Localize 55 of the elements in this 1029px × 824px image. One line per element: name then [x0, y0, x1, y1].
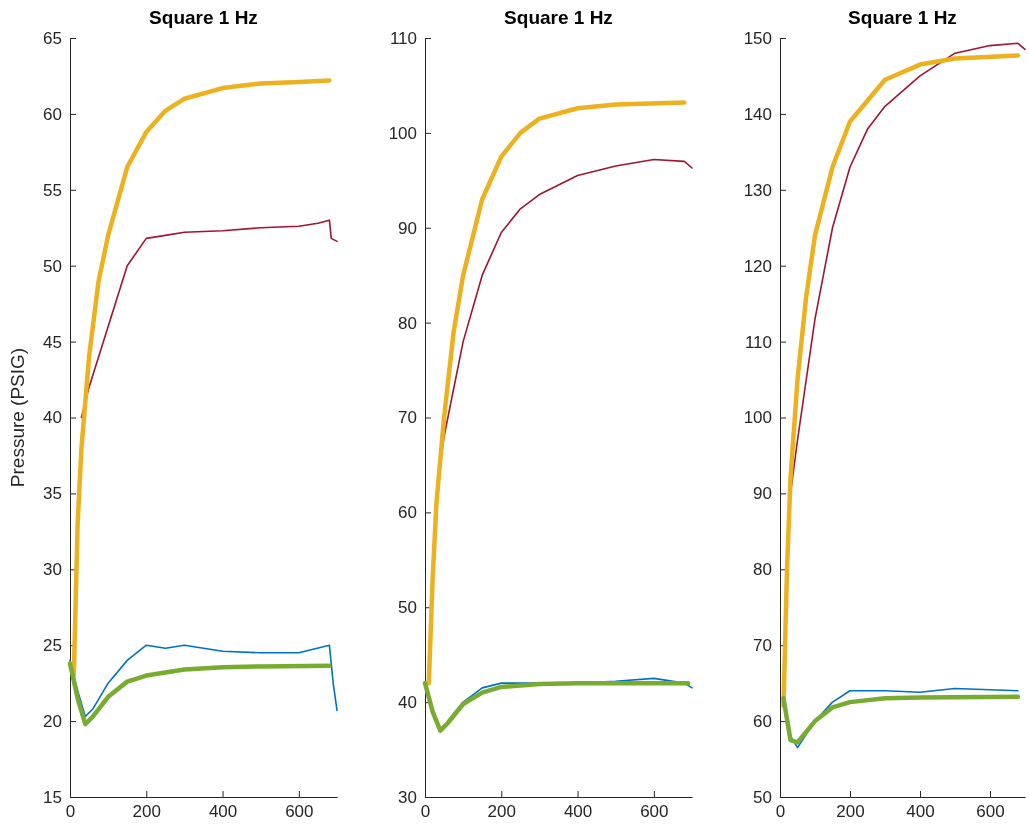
x-tick-label: 600: [976, 802, 1005, 822]
y-tick-label: 25: [43, 636, 62, 656]
x-tick-label: 0: [65, 802, 76, 822]
y-tick-label: 35: [43, 484, 62, 504]
x-tick-label: 200: [836, 802, 865, 822]
x-tick-label: 400: [208, 802, 238, 822]
y-tick-label: 120: [743, 256, 772, 276]
y-tick-label: 60: [753, 712, 772, 732]
x-tick-label: 400: [906, 802, 935, 822]
line-series: [67, 661, 332, 727]
y-tick-label: 70: [753, 636, 772, 656]
y-tick-label: 50: [43, 256, 62, 276]
y-tick-label: 100: [743, 408, 772, 428]
line-series: [781, 694, 1021, 745]
y-tick-label: 30: [43, 560, 62, 580]
line-series: [426, 100, 687, 686]
line-series: [80, 219, 338, 419]
y-tick-label: 110: [744, 332, 772, 352]
y-tick-label: 150: [743, 28, 772, 48]
y-tick-label: 140: [743, 104, 772, 124]
line-series: [71, 78, 332, 678]
y-axis-title: Pressure (PSIG): [7, 347, 28, 488]
y-tick-label: 70: [398, 408, 417, 428]
y-tick-label: 100: [388, 123, 417, 143]
y-tick-label: 60: [43, 104, 62, 124]
y-tick-label: 65: [43, 28, 62, 48]
x-tick-label: 0: [420, 802, 431, 822]
y-tick-label: 90: [398, 218, 417, 238]
y-tick-label: 55: [43, 180, 62, 200]
x-tick-label: 200: [487, 802, 516, 822]
y-tick-label: 40: [398, 693, 417, 713]
y-tick-label: 60: [398, 503, 417, 523]
line-series: [69, 644, 338, 718]
line-series: [781, 53, 1021, 709]
chart-title: Square 1 Hz: [848, 7, 957, 28]
x-tick-label: 200: [132, 802, 161, 822]
x-tick-label: 600: [285, 802, 314, 822]
y-tick-label: 20: [43, 712, 62, 732]
y-tick-label: 80: [398, 313, 417, 333]
chart-title: Square 1 Hz: [149, 7, 258, 28]
y-tick-label: 15: [43, 787, 62, 807]
x-tick-label: 400: [563, 802, 593, 822]
y-tick-label: 50: [398, 598, 417, 618]
y-tick-label: 90: [753, 484, 772, 504]
y-tick-label: 110: [389, 28, 417, 48]
y-tick-label: 30: [398, 787, 417, 807]
line-series: [422, 680, 691, 733]
y-tick-label: 80: [753, 560, 772, 580]
y-tick-label: 130: [743, 180, 772, 200]
chart-title: Square 1 Hz: [504, 7, 613, 28]
y-tick-label: 45: [43, 332, 62, 352]
x-tick-label: 600: [640, 802, 669, 822]
y-tick-label: 50: [753, 787, 772, 807]
y-tick-label: 40: [43, 408, 62, 428]
x-tick-label: 0: [775, 802, 786, 822]
